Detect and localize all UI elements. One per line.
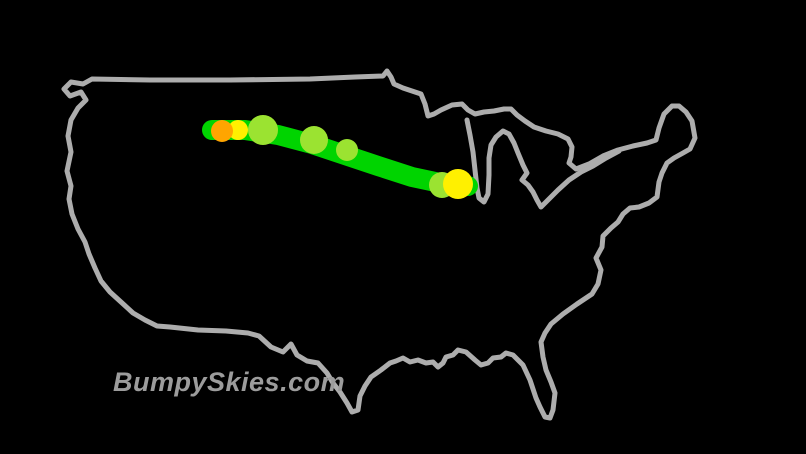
bumpyskies-watermark: BumpySkies.com xyxy=(113,367,346,397)
flight-route-layer xyxy=(202,115,478,199)
great-lakes-shoreline xyxy=(464,117,622,210)
light-chop-marker xyxy=(336,139,358,161)
us-map-outline xyxy=(61,68,698,421)
light-turbulence-marker xyxy=(443,169,473,199)
light-turbulence-marker xyxy=(228,120,248,140)
light-chop-marker xyxy=(248,115,278,145)
moderate-turbulence-marker xyxy=(211,120,233,142)
light-chop-marker xyxy=(300,126,328,154)
